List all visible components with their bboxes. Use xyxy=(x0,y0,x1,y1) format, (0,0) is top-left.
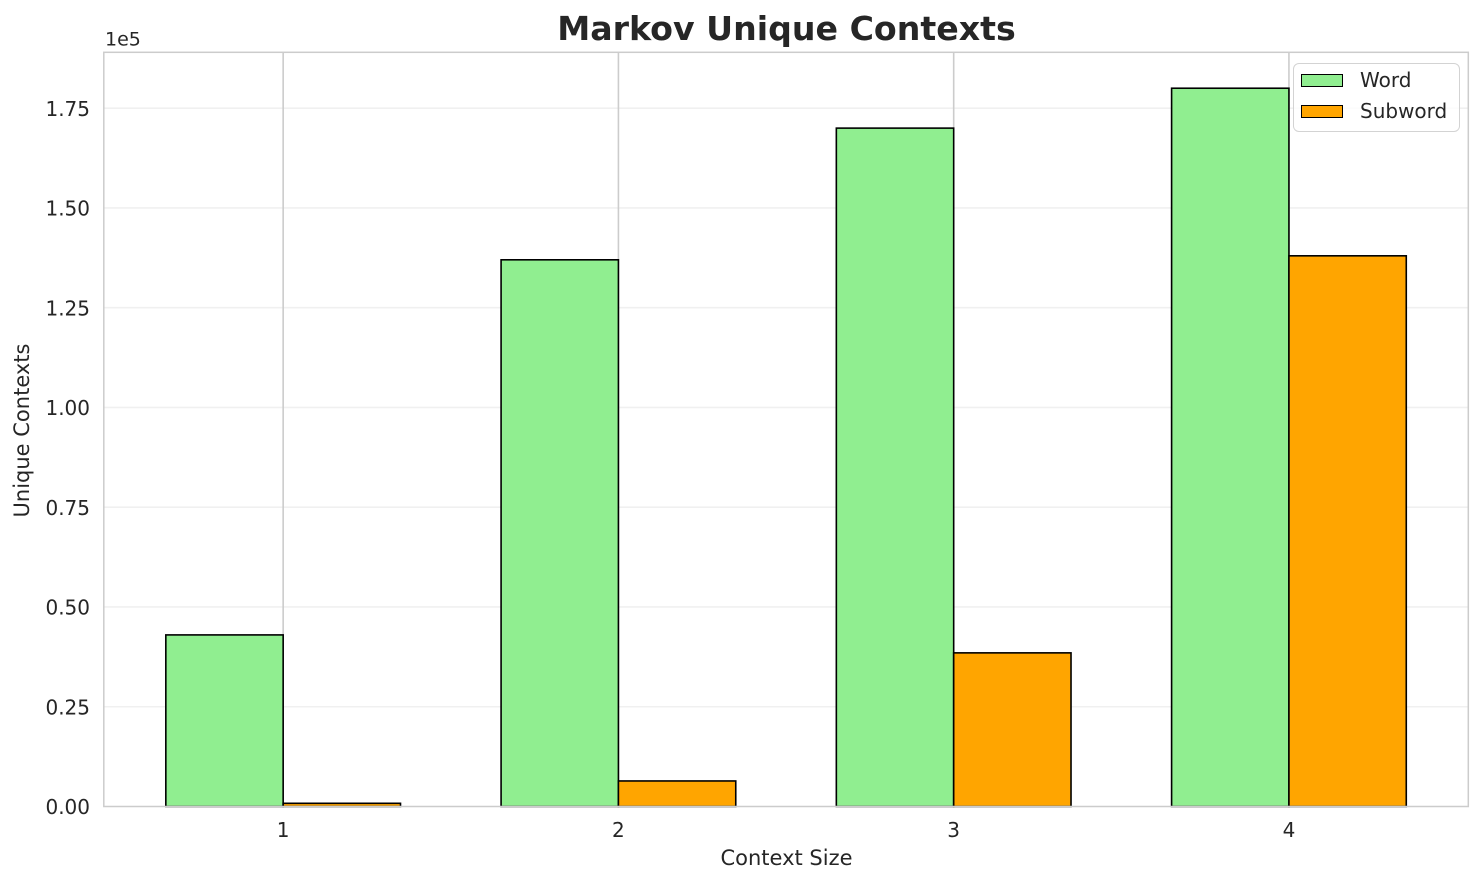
legend-item-word: Word xyxy=(1294,68,1459,102)
x-axis-label: Context Size xyxy=(720,846,852,870)
legend: Word Subword xyxy=(1293,63,1460,132)
y-tick-label: 0.50 xyxy=(45,596,90,620)
chart-title: Markov Unique Contexts xyxy=(557,9,1016,48)
bar-subword-2 xyxy=(617,780,737,808)
y-tick-label: 1.75 xyxy=(45,97,90,121)
bar-word-4 xyxy=(1170,87,1290,808)
y-tick-label: 1.25 xyxy=(45,296,90,320)
y-axis-label: Unique Contexts xyxy=(10,344,34,518)
word-color-swatch xyxy=(1300,74,1343,87)
y-axis-offset-label: 1e5 xyxy=(105,29,141,51)
x-tick-label: 1 xyxy=(277,818,290,842)
y-tick-label: 1.00 xyxy=(45,396,90,420)
legend-label-word: Word xyxy=(1360,68,1412,92)
subword-color-swatch xyxy=(1300,104,1343,118)
x-tick-label: 3 xyxy=(947,818,960,842)
y-tick-label: 1.50 xyxy=(45,197,90,221)
bar-word-1 xyxy=(165,634,284,808)
y-tick-label: 0.25 xyxy=(45,695,90,719)
x-tick-label: 2 xyxy=(612,818,625,842)
legend-label-subword: Subword xyxy=(1360,98,1448,123)
bar-word-2 xyxy=(500,259,620,808)
axes-frame xyxy=(103,51,1470,808)
bar-subword-3 xyxy=(952,652,1072,808)
y-tick-labels: 0.00 0.25 0.50 0.75 1.00 1.25 1.50 1.75 xyxy=(45,97,90,819)
bars xyxy=(165,87,1408,808)
bar-subword-4 xyxy=(1288,255,1408,808)
x-tick-labels: 1 2 3 4 xyxy=(277,818,1296,842)
legend-item-subword: Subword xyxy=(1294,98,1459,133)
y-tick-label: 0.75 xyxy=(45,496,90,520)
y-tick-label: 0.00 xyxy=(45,795,90,819)
x-tick-label: 4 xyxy=(1283,818,1296,842)
bar-word-3 xyxy=(835,127,955,808)
